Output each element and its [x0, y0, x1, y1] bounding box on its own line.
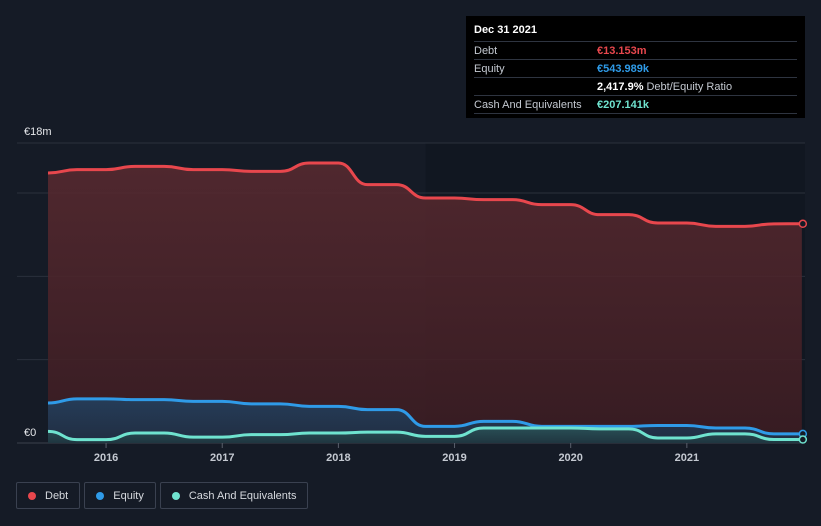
legend-dot-debt-icon [28, 491, 36, 500]
x-tick-label: 2017 [210, 452, 234, 464]
chart-legend: Debt Equity Cash And Equivalents [16, 482, 312, 509]
line-debt [47, 161, 802, 228]
tooltip-panel: Dec 31 2021 Debt €13.153m Equity €543.98… [466, 16, 805, 118]
endpoint-debt [798, 219, 808, 229]
legend-label-debt: Debt [45, 489, 69, 502]
tooltip-ratio-suffix: Debt/Equity Ratio [646, 80, 733, 93]
x-tick-label: 2018 [326, 452, 350, 464]
debt-equity-chart: 2016 2017 2018 2019 2020 2021 €18m €0 [17, 126, 808, 464]
tooltip-row-debt: Debt €13.153m [474, 42, 797, 60]
tooltip-value-debt: €13.153m [597, 44, 647, 57]
series-endpoints [798, 219, 808, 444]
line-equity [47, 397, 802, 436]
series-areas [48, 163, 802, 443]
tooltip-row-ratio: 2,417.9% Debt/Equity Ratio [474, 78, 797, 96]
tooltip-value-equity: €543.989k [597, 62, 649, 75]
legend-label-equity: Equity [113, 489, 144, 502]
tooltip-label-debt: Debt [474, 44, 498, 57]
legend-item-equity[interactable]: Equity [84, 482, 156, 509]
series-lines [47, 161, 802, 442]
tooltip-value-ratio: 2,417.9% [597, 80, 644, 93]
endpoint-cash [798, 435, 808, 444]
legend-item-debt[interactable]: Debt [16, 482, 81, 509]
x-tick-label: 2021 [675, 452, 699, 464]
y-axis-labels: €18m €0 [24, 126, 52, 439]
tooltip-row-cash: Cash And Equivalents €207.141k [474, 96, 797, 114]
x-tick-label: 2016 [94, 452, 118, 464]
area-debt [48, 163, 802, 443]
x-tick-label: 2020 [558, 452, 582, 464]
tooltip-date: Dec 31 2021 [474, 22, 797, 42]
tooltip-value-cash: €207.141k [597, 98, 649, 111]
axis-ticks: 2016 2017 2018 2019 2020 2021 [94, 443, 699, 464]
tooltip-label-cash: Cash And Equivalents [474, 98, 582, 111]
x-tick-label: 2019 [442, 452, 466, 464]
legend-dot-cash-icon [171, 491, 180, 500]
legend-label-cash: Cash And Equivalents [188, 489, 297, 502]
y-label-max: €18m [24, 126, 52, 138]
legend-item-cash[interactable]: Cash And Equivalents [159, 482, 309, 509]
y-label-zero: €0 [24, 427, 36, 439]
line-cash [47, 426, 802, 442]
legend-dot-equity-icon [96, 491, 105, 500]
tooltip-label-equity: Equity [474, 62, 505, 75]
tooltip-row-equity: Equity €543.989k [474, 60, 797, 78]
area-cash [48, 428, 802, 443]
